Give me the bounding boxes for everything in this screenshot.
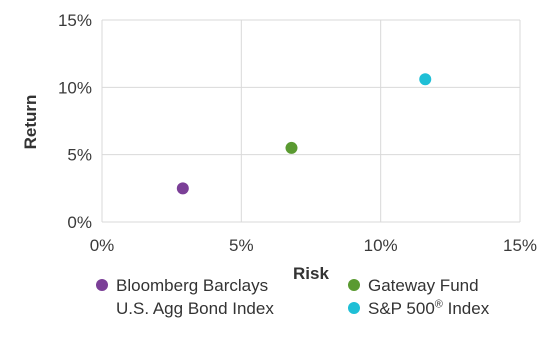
y-tick-label: 5% (67, 146, 92, 165)
legend-marker-bond-index (96, 279, 108, 291)
y-tick-label: 0% (67, 213, 92, 232)
legend-label-bond-index-line2: U.S. Agg Bond Index (116, 299, 274, 318)
x-tick-label: 5% (229, 236, 254, 255)
legend-label-sp500-main: S&P 500 (368, 299, 435, 318)
data-point-0 (176, 182, 189, 195)
x-tick-label: 0% (90, 236, 115, 255)
legend-item-sp500: S&P 500® Index (348, 297, 489, 320)
legend: Bloomberg Barclays U.S. Agg Bond Index G… (96, 274, 536, 352)
x-axis-title: Risk (293, 264, 329, 283)
tick-labels: 0% 5% 10% 15% 0% 5% 10% 15% (58, 11, 537, 255)
y-tick-label: 10% (58, 78, 92, 97)
legend-label-bond-index-line1: Bloomberg Barclays (116, 276, 269, 295)
y-tick-label: 15% (58, 11, 92, 30)
x-tick-label: 15% (503, 236, 537, 255)
registered-mark: ® (434, 298, 443, 311)
legend-item-gateway-fund: Gateway Fund (348, 274, 479, 297)
x-tick-label: 10% (364, 236, 398, 255)
legend-item-bond-index: Bloomberg Barclays U.S. Agg Bond Index (96, 274, 274, 320)
data-point-1 (285, 141, 298, 154)
legend-label-sp500-suffix: Index (442, 299, 490, 318)
legend-marker-sp500 (348, 302, 360, 314)
y-axis-title: Return (21, 95, 40, 150)
legend-label-gateway-fund: Gateway Fund (368, 276, 479, 295)
legend-marker-gateway-fund (348, 279, 360, 291)
grid (101, 19, 521, 223)
data-point-2 (419, 73, 432, 86)
data-points (176, 73, 432, 195)
